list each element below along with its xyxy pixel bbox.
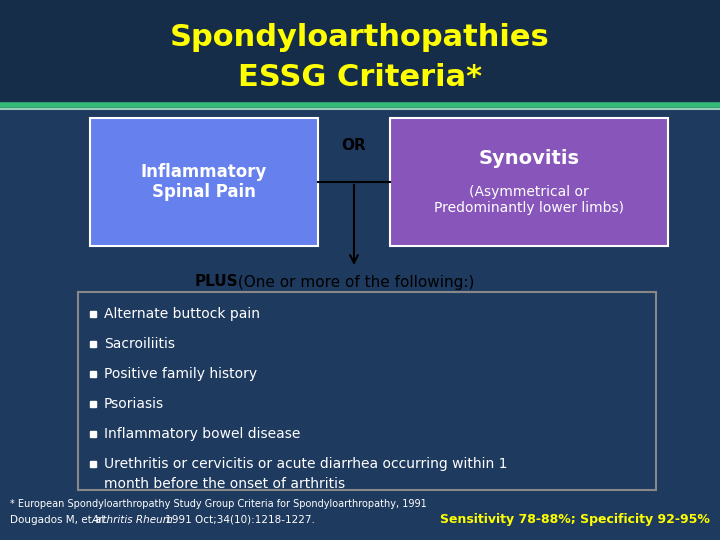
Text: Urethritis or cervicitis or acute diarrhea occurring within 1: Urethritis or cervicitis or acute diarrh… bbox=[104, 457, 508, 471]
Text: Dougados M, et al.: Dougados M, et al. bbox=[10, 515, 111, 525]
Text: Synovitis: Synovitis bbox=[479, 148, 580, 167]
Bar bbox=[390, 118, 668, 246]
Text: Spondyloarthopathies: Spondyloarthopathies bbox=[170, 24, 550, 52]
Bar bbox=[78, 292, 656, 490]
Bar bbox=[90, 461, 96, 467]
Text: ESSG Criteria*: ESSG Criteria* bbox=[238, 64, 482, 92]
Bar bbox=[90, 311, 96, 317]
Bar bbox=[90, 401, 96, 407]
Text: Inflammatory
Spinal Pain: Inflammatory Spinal Pain bbox=[141, 163, 267, 201]
Text: 1991 Oct;34(10):1218-1227.: 1991 Oct;34(10):1218-1227. bbox=[162, 515, 315, 525]
Text: (One or more of the following:): (One or more of the following:) bbox=[233, 274, 474, 289]
Text: Positive family history: Positive family history bbox=[104, 367, 257, 381]
Text: Arthritis Rheum.: Arthritis Rheum. bbox=[92, 515, 177, 525]
Bar bbox=[90, 431, 96, 437]
Bar bbox=[90, 371, 96, 377]
Text: month before the onset of arthritis: month before the onset of arthritis bbox=[104, 477, 345, 491]
Text: OR: OR bbox=[341, 138, 366, 153]
Text: (Asymmetrical or
Predominantly lower limbs): (Asymmetrical or Predominantly lower lim… bbox=[434, 185, 624, 215]
Bar bbox=[90, 341, 96, 347]
Text: Sensitivity 78-88%; Specificity 92-95%: Sensitivity 78-88%; Specificity 92-95% bbox=[440, 514, 710, 526]
Bar bbox=[0, 0, 720, 105]
Text: Psoriasis: Psoriasis bbox=[104, 397, 164, 411]
Text: Inflammatory bowel disease: Inflammatory bowel disease bbox=[104, 427, 300, 441]
Text: * European Spondyloarthropathy Study Group Criteria for Spondyloarthropathy, 199: * European Spondyloarthropathy Study Gro… bbox=[10, 499, 427, 509]
Bar bbox=[90, 118, 318, 246]
Text: PLUS: PLUS bbox=[195, 274, 238, 289]
Text: Alternate buttock pain: Alternate buttock pain bbox=[104, 307, 260, 321]
Text: Sacroiliitis: Sacroiliitis bbox=[104, 337, 175, 351]
